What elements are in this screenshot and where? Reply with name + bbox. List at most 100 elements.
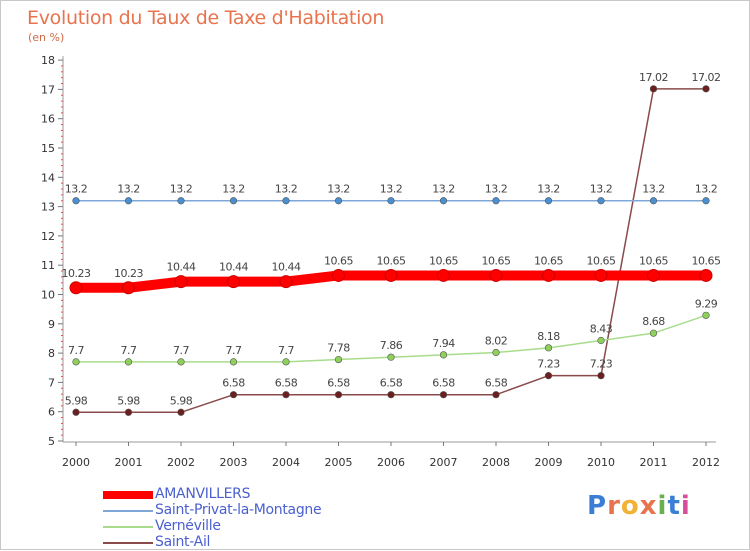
data-point	[594, 268, 608, 282]
x-tick-label: 2010	[587, 456, 615, 469]
data-point	[492, 197, 500, 205]
data-label: 13.2	[695, 183, 718, 196]
x-tick-label: 2002	[167, 456, 195, 469]
legend: AMANVILLERS Saint-Privat-la-Montagne Verné…	[103, 486, 503, 551]
data-point	[334, 391, 343, 399]
data-label: 8.68	[642, 315, 665, 328]
data-point	[702, 311, 710, 319]
data-label: 13.2	[537, 183, 560, 196]
data-label: 5.98	[170, 394, 193, 407]
data-label: 13.2	[275, 183, 298, 196]
x-tick-label: 2009	[535, 456, 563, 469]
data-point	[699, 268, 713, 282]
data-label: 6.58	[222, 377, 245, 390]
data-point	[649, 329, 658, 337]
data-point	[387, 353, 395, 361]
logo-letter: P	[587, 491, 608, 521]
data-label: 8.43	[590, 323, 613, 336]
legend-swatch	[103, 526, 153, 528]
data-label: 10.65	[429, 254, 458, 267]
data-label: 10.65	[534, 254, 563, 267]
data-point	[174, 275, 188, 289]
data-point	[702, 85, 710, 93]
legend-label: Vernéville	[155, 518, 221, 534]
data-point	[702, 197, 710, 205]
data-point	[177, 197, 185, 205]
y-tick-label: 7	[48, 376, 55, 389]
data-point	[227, 275, 240, 289]
x-tick-label: 2012	[692, 456, 720, 469]
data-label: 13.2	[170, 183, 193, 196]
y-tick-label: 5	[48, 435, 55, 448]
logo-letter: o	[620, 491, 640, 521]
data-point	[387, 197, 395, 205]
logo-letter: r	[607, 491, 621, 521]
data-label: 13.2	[117, 183, 140, 196]
data-point	[177, 408, 185, 416]
data-point	[544, 197, 553, 205]
data-point	[437, 268, 450, 282]
data-point	[334, 197, 343, 205]
data-point	[647, 268, 660, 282]
y-tick-label: 6	[48, 406, 55, 419]
data-label: 10.65	[377, 254, 406, 267]
data-label: 7.7	[173, 344, 189, 357]
chart-unit: (en %)	[28, 31, 65, 44]
data-point	[122, 281, 135, 295]
x-tick-label: 2005	[325, 456, 353, 469]
logo-letter: x	[639, 491, 658, 521]
y-tick-label: 9	[48, 318, 55, 331]
data-point	[72, 197, 80, 205]
data-point	[544, 344, 553, 352]
legend-swatch	[103, 491, 153, 499]
data-label: 7.7	[226, 344, 242, 357]
legend-label: Saint-Ail	[155, 534, 211, 550]
logo-letter: t	[667, 491, 681, 521]
data-point	[387, 391, 395, 399]
data-point	[489, 268, 503, 282]
data-point	[439, 391, 448, 399]
data-point	[279, 275, 293, 289]
y-tick-label: 18	[41, 54, 55, 67]
x-tick-label: 2008	[482, 456, 510, 469]
data-point	[332, 268, 345, 282]
y-tick-label: 8	[48, 347, 55, 360]
legend-item: Saint-Ail	[103, 534, 503, 551]
data-label: 7.86	[380, 339, 403, 352]
data-point	[124, 408, 133, 416]
data-label: 17.02	[639, 71, 668, 84]
logo-letter: i	[680, 491, 691, 521]
data-point	[492, 348, 500, 357]
x-tick-label: 2011	[640, 456, 668, 469]
data-label: 10.23	[62, 267, 91, 280]
data-label: 7.23	[590, 358, 613, 371]
data-point	[282, 391, 290, 399]
y-tick-label: 15	[41, 142, 55, 155]
data-label: 6.58	[432, 377, 455, 390]
data-label: 7.7	[278, 344, 294, 357]
data-label: 10.65	[639, 254, 668, 267]
data-label: 13.2	[327, 183, 350, 196]
data-label: 6.58	[327, 377, 350, 390]
data-point	[544, 372, 553, 380]
legend-item: Saint-Privat-la-Montagne	[103, 502, 503, 519]
data-label: 10.44	[167, 261, 196, 274]
data-point	[229, 391, 238, 399]
data-label: 13.2	[642, 183, 665, 196]
data-label: 7.23	[537, 358, 560, 371]
data-label: 7.78	[327, 342, 350, 355]
x-tick-label: 2000	[62, 456, 90, 469]
data-label: 8.02	[485, 335, 508, 348]
legend-item: AMANVILLERS	[103, 486, 503, 503]
x-tick-label: 2007	[430, 456, 458, 469]
data-label: 13.2	[65, 183, 88, 196]
data-label: 6.58	[485, 377, 508, 390]
data-label: 5.98	[117, 394, 140, 407]
y-tick-label: 12	[41, 230, 55, 243]
legend-label: Saint-Privat-la-Montagne	[155, 502, 322, 518]
x-tick-label: 2001	[115, 456, 143, 469]
data-point	[282, 197, 290, 205]
legend-item: Vernéville	[103, 518, 503, 535]
chart-title: Evolution du Taux de Taxe d'Habitation	[27, 7, 385, 29]
